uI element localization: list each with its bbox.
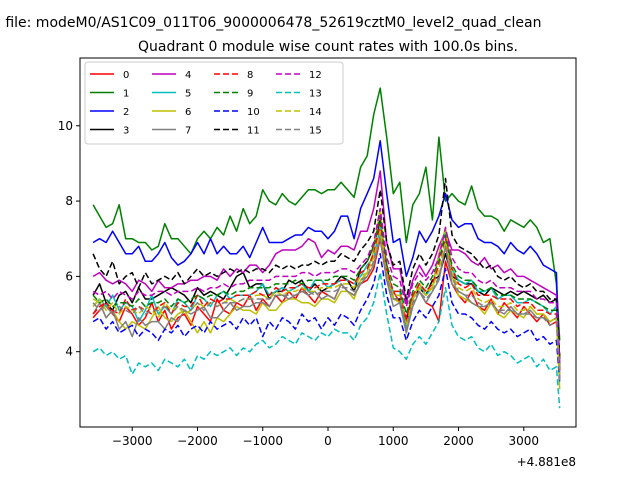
legend-label-5: 5 bbox=[185, 89, 191, 100]
y-tick-label: 4 bbox=[65, 345, 73, 359]
legend-label-1: 1 bbox=[123, 89, 129, 100]
series-line-4 bbox=[92, 170, 561, 379]
legend-label-2: 2 bbox=[123, 107, 129, 118]
legend-label-10: 10 bbox=[247, 107, 260, 118]
x-offset-label: +4.881e8 bbox=[517, 455, 576, 469]
series-line-13 bbox=[92, 271, 561, 409]
series-line-9 bbox=[92, 215, 561, 367]
series-line-7 bbox=[92, 234, 561, 367]
x-tick-label: 1000 bbox=[378, 434, 409, 448]
legend-label-6: 6 bbox=[185, 107, 191, 118]
legend-label-14: 14 bbox=[309, 107, 322, 118]
legend-label-15: 15 bbox=[309, 126, 322, 137]
legend-label-12: 12 bbox=[309, 70, 322, 81]
series-line-12 bbox=[92, 207, 561, 364]
x-tick-label: −2000 bbox=[177, 434, 218, 448]
x-tick-label: −3000 bbox=[112, 434, 153, 448]
series-line-2 bbox=[92, 140, 561, 371]
x-tick-label: −1000 bbox=[242, 434, 283, 448]
series-line-1 bbox=[92, 87, 561, 341]
legend-label-9: 9 bbox=[247, 89, 253, 100]
chart-title: Quadrant 0 module wise count rates with … bbox=[138, 39, 518, 55]
legend-label-8: 8 bbox=[247, 70, 253, 81]
series-line-6 bbox=[92, 207, 561, 390]
figure-suptitle: n file: modeM0/AS1C09_011T06_9000006478_… bbox=[0, 15, 541, 31]
x-tick-label: 0 bbox=[324, 434, 332, 448]
x-tick-label: 3000 bbox=[509, 434, 540, 448]
series-line-14 bbox=[92, 230, 561, 375]
x-axis: −3000 −2000 −1000 0 1000 2000 3000 bbox=[112, 427, 539, 448]
legend-label-7: 7 bbox=[185, 126, 191, 137]
series-layer bbox=[92, 87, 561, 409]
y-tick-label: 8 bbox=[65, 194, 73, 208]
y-tick-label: 10 bbox=[58, 119, 73, 133]
legend-label-3: 3 bbox=[123, 126, 129, 137]
legend-label-0: 0 bbox=[123, 70, 129, 81]
y-tick-label: 6 bbox=[65, 269, 73, 283]
y-axis: 4 6 8 10 bbox=[58, 119, 80, 359]
series-line-10 bbox=[92, 253, 561, 382]
legend-label-11: 11 bbox=[247, 126, 260, 137]
x-tick-label: 2000 bbox=[443, 434, 474, 448]
legend-box bbox=[84, 61, 344, 145]
legend-label-13: 13 bbox=[309, 89, 322, 100]
legend-label-4: 4 bbox=[185, 70, 191, 81]
series-line-15 bbox=[92, 237, 561, 382]
